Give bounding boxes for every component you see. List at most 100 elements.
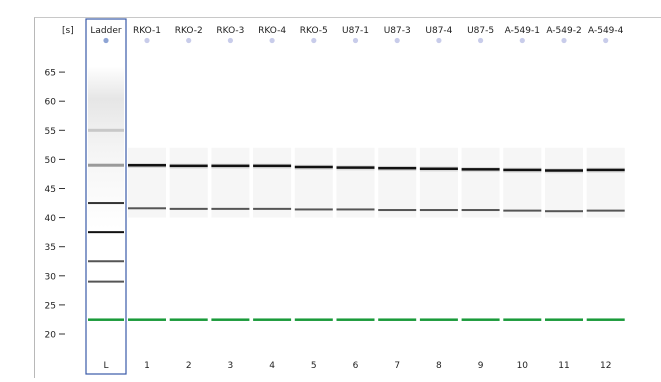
ladder-label[interactable]: Ladder [90, 26, 121, 36]
sample-lane-id: 2 [186, 361, 192, 371]
lower-band [294, 208, 333, 211]
upper-band [586, 168, 625, 172]
sample-label[interactable]: A-549-4 [588, 26, 624, 36]
sample-label[interactable]: U87-4 [425, 26, 452, 36]
sample-lane-id: 6 [353, 361, 359, 371]
sample-dot[interactable] [186, 37, 192, 44]
lower-band [211, 207, 250, 210]
sample-lane-id: 3 [228, 361, 234, 371]
lane-smear [419, 147, 458, 218]
sample-dot[interactable] [144, 37, 150, 44]
sample-label[interactable]: U87-1 [342, 26, 369, 36]
sample-dot[interactable] [394, 37, 400, 44]
marker-band [294, 318, 333, 321]
ladder-band [88, 163, 124, 167]
lower-band [378, 209, 417, 212]
upper-band [253, 164, 292, 168]
lane-smear [336, 147, 375, 218]
lane-smear [586, 147, 625, 218]
ladder-band [88, 202, 124, 205]
lower-band [253, 207, 292, 210]
upper-band [378, 166, 417, 170]
lower-band [419, 209, 458, 212]
y-tick-label: 45 [45, 185, 56, 195]
sample-dot[interactable] [311, 37, 317, 44]
marker-band [461, 318, 500, 321]
sample-label[interactable]: RKO-2 [175, 26, 203, 36]
y-tick-label: 30 [45, 272, 57, 282]
sample-lane-id: 4 [269, 361, 275, 371]
unit-label: [s] [62, 26, 74, 36]
marker-band [545, 318, 583, 321]
marker-band [586, 318, 625, 321]
sample-dot[interactable] [519, 37, 525, 44]
y-tick-label: 55 [45, 127, 56, 137]
sample-dot[interactable] [561, 37, 567, 44]
lane-smear [128, 147, 166, 218]
sample-dot[interactable] [352, 37, 359, 44]
marker-band [128, 318, 166, 321]
sample-dot[interactable] [478, 37, 484, 44]
sample-label[interactable]: U87-5 [467, 26, 494, 36]
sample-dot[interactable] [436, 37, 442, 44]
ladder-band [88, 280, 124, 283]
ladder-band [88, 128, 124, 132]
ladder-band [88, 260, 124, 263]
lower-band [128, 207, 166, 210]
marker-band [503, 318, 542, 321]
upper-band [128, 164, 166, 167]
lane-smear [169, 147, 208, 218]
y-tick-label: 60 [45, 98, 57, 108]
lower-band [503, 209, 542, 212]
y-tick-label: 35 [45, 243, 56, 253]
sample-label[interactable]: RKO-1 [133, 26, 161, 36]
sample-dot[interactable] [227, 37, 233, 44]
lower-band [336, 208, 375, 211]
lane-smear [211, 147, 250, 218]
sample-label[interactable]: RKO-4 [258, 26, 286, 36]
upper-band [169, 164, 208, 168]
lane-smear [378, 147, 417, 218]
sample-label[interactable]: U87-3 [384, 26, 411, 36]
lane-smear [461, 147, 500, 218]
marker-band [169, 318, 208, 321]
sample-lane-id: 10 [517, 361, 529, 371]
lane-smear [294, 147, 333, 218]
y-tick-label: 65 [45, 69, 56, 79]
ladder-selection-border [85, 18, 127, 375]
upper-band [336, 166, 375, 169]
lane-smear [503, 147, 542, 218]
marker-band [253, 318, 292, 321]
marker-band [419, 318, 458, 321]
marker-band [378, 318, 417, 321]
upper-band [211, 164, 250, 168]
sample-dot[interactable] [603, 37, 609, 44]
lower-band [169, 207, 208, 210]
upper-band [461, 168, 500, 171]
sample-lane-id: 7 [394, 361, 400, 371]
sample-lane-id: 9 [478, 361, 484, 371]
ladder-dot[interactable] [103, 37, 109, 44]
y-tick-label: 25 [45, 301, 56, 311]
sample-label[interactable]: RKO-3 [216, 26, 244, 36]
y-tick-label: 20 [45, 331, 57, 341]
ladder-lane-id: L [103, 361, 108, 371]
sample-label[interactable]: A-549-2 [546, 26, 581, 36]
sample-dot[interactable] [269, 37, 275, 44]
ladder-band [88, 231, 124, 234]
lane-smear [253, 147, 292, 218]
sample-lane-id: 11 [558, 361, 569, 371]
sample-label[interactable]: RKO-5 [300, 26, 328, 36]
upper-band [419, 167, 458, 171]
lower-band [461, 209, 500, 212]
upper-band [294, 165, 333, 169]
lane-smear [545, 147, 583, 218]
upper-band [545, 169, 583, 172]
sample-lane-id: 8 [436, 361, 442, 371]
lower-band [586, 209, 625, 212]
marker-band [336, 318, 375, 321]
sample-lane-id: 1 [144, 361, 150, 371]
sample-label[interactable]: A-549-1 [505, 26, 540, 36]
ladder-marker-band [88, 318, 124, 321]
